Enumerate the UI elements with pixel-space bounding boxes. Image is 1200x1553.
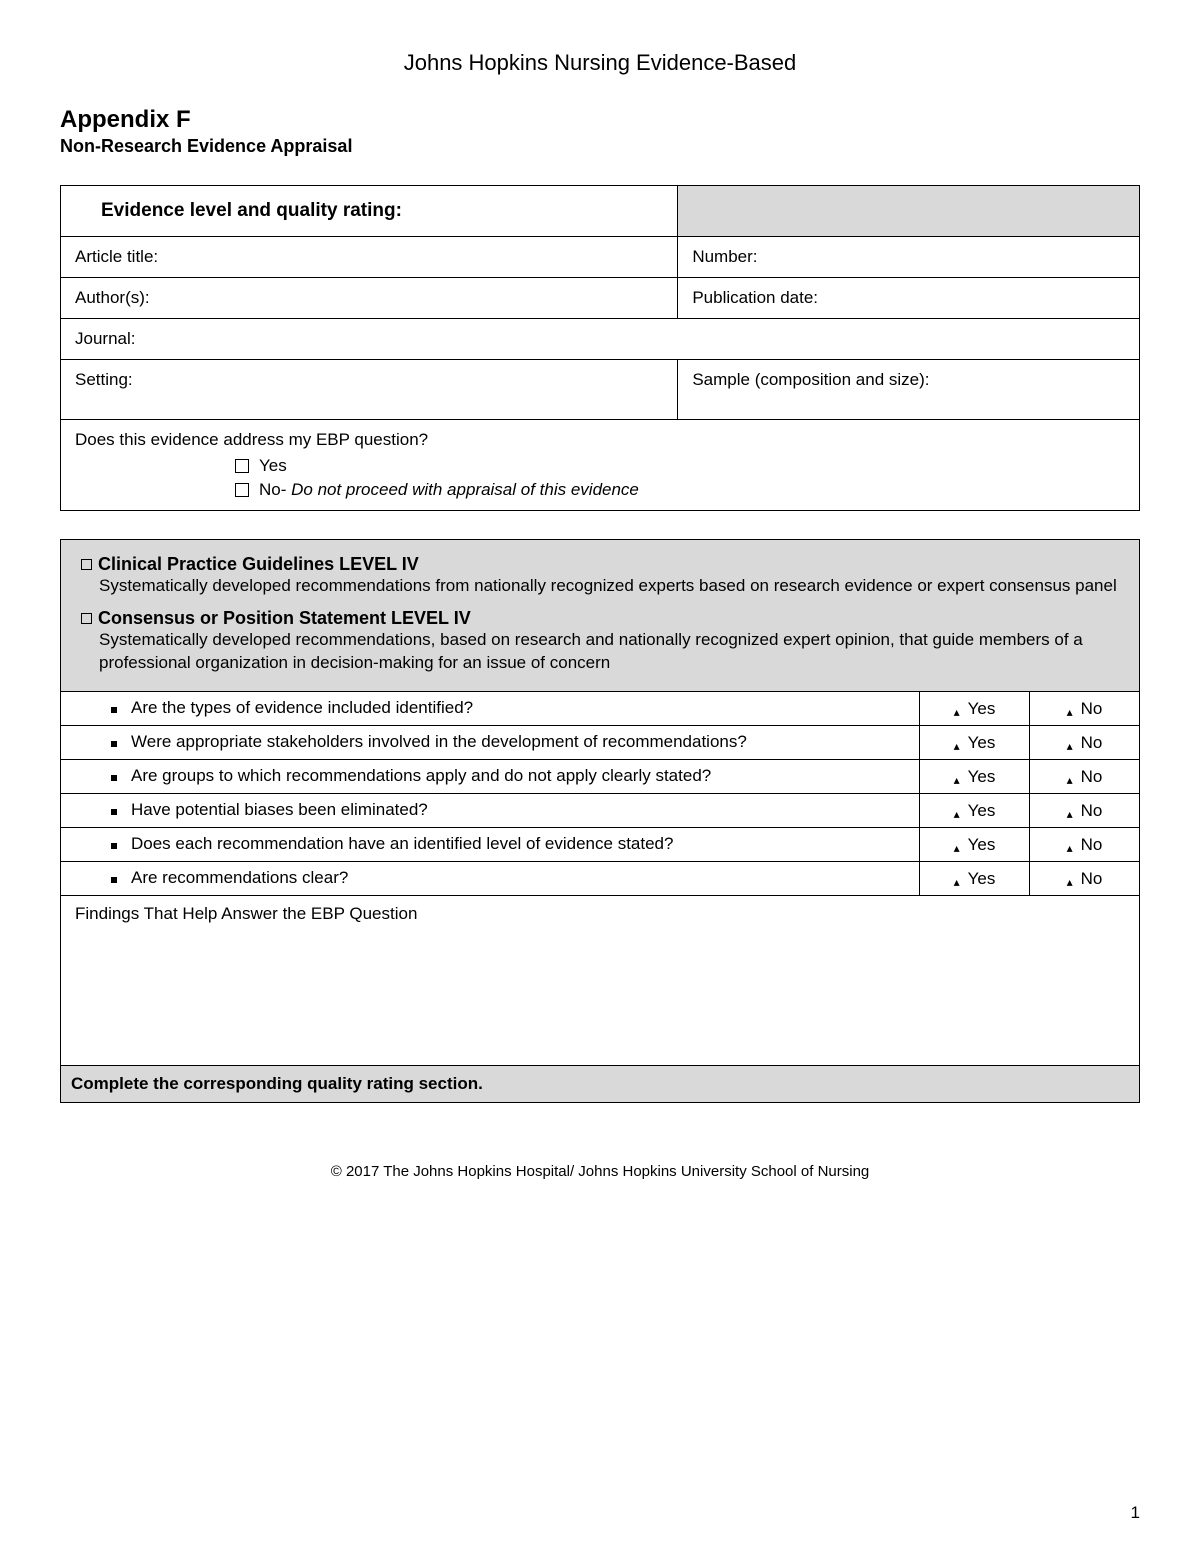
- q4-cell: Have potential biases been eliminated?: [61, 793, 920, 827]
- tick-icon: ▴: [1067, 807, 1073, 821]
- tick-icon: ▴: [1067, 773, 1073, 787]
- authors-label[interactable]: Author(s):: [61, 278, 678, 319]
- evidence-level-value[interactable]: [678, 186, 1140, 237]
- doc-header: Johns Hopkins Nursing Evidence-Based: [60, 50, 1140, 76]
- level4-table: Clinical Practice Guidelines LEVEL IV Sy…: [60, 539, 1140, 1103]
- q4-yes[interactable]: ▴ Yes: [920, 793, 1030, 827]
- q2-no[interactable]: ▴ No: [1030, 725, 1140, 759]
- q1-yes[interactable]: ▴ Yes: [920, 691, 1030, 725]
- q5-no[interactable]: ▴ No: [1030, 827, 1140, 861]
- no-label: No: [1081, 733, 1103, 753]
- no-label: No: [1081, 801, 1103, 821]
- number-label[interactable]: Number:: [678, 237, 1140, 278]
- checkbox-icon[interactable]: [81, 559, 92, 570]
- no-label: No: [1081, 699, 1103, 719]
- q5-yes[interactable]: ▴ Yes: [920, 827, 1030, 861]
- pub-date-label[interactable]: Publication date:: [678, 278, 1140, 319]
- q2-text: Were appropriate stakeholders involved i…: [131, 732, 747, 752]
- setting-label[interactable]: Setting:: [61, 360, 678, 420]
- q3-no[interactable]: ▴ No: [1030, 759, 1140, 793]
- journal-label[interactable]: Journal:: [61, 319, 1140, 360]
- sample-label[interactable]: Sample (composition and size):: [678, 360, 1140, 420]
- tick-icon: ▴: [1067, 739, 1073, 753]
- tick-icon: ▴: [954, 773, 960, 787]
- form-table: Evidence level and quality rating: Artic…: [60, 185, 1140, 511]
- q2-yes[interactable]: ▴ Yes: [920, 725, 1030, 759]
- no-label: No: [1081, 835, 1103, 855]
- level1-title: Clinical Practice Guidelines LEVEL IV: [98, 554, 419, 575]
- checkbox-icon[interactable]: [235, 483, 249, 497]
- q1-no[interactable]: ▴ No: [1030, 691, 1140, 725]
- bullet-icon: [111, 707, 117, 713]
- ebp-yes-label: Yes: [259, 456, 287, 476]
- complete-label: Complete the corresponding quality ratin…: [61, 1065, 1140, 1102]
- article-title-label[interactable]: Article title:: [61, 237, 678, 278]
- tick-icon: ▴: [1067, 875, 1073, 889]
- yes-label: Yes: [968, 869, 996, 889]
- yes-label: Yes: [968, 801, 996, 821]
- q5-text: Does each recommendation have an identif…: [131, 834, 673, 854]
- level-block-1: Clinical Practice Guidelines LEVEL IV Sy…: [81, 554, 1119, 598]
- footer: © 2017 The Johns Hopkins Hospital/ Johns…: [60, 1163, 1140, 1180]
- q4-text: Have potential biases been eliminated?: [131, 800, 428, 820]
- bullet-icon: [111, 741, 117, 747]
- tick-icon: ▴: [954, 705, 960, 719]
- no-italic: Do not proceed with appraisal of this ev…: [291, 480, 639, 499]
- bullet-icon: [111, 775, 117, 781]
- ebp-cell: Does this evidence address my EBP questi…: [61, 420, 1140, 511]
- level-header: Clinical Practice Guidelines LEVEL IV Sy…: [61, 540, 1140, 692]
- level-block-2: Consensus or Position Statement LEVEL IV…: [81, 608, 1119, 675]
- findings-cell[interactable]: Findings That Help Answer the EBP Questi…: [61, 895, 1140, 1065]
- tick-icon: ▴: [954, 739, 960, 753]
- tick-icon: ▴: [954, 807, 960, 821]
- no-prefix: No-: [259, 480, 291, 499]
- q1-text: Are the types of evidence included ident…: [131, 698, 473, 718]
- yes-label: Yes: [968, 733, 996, 753]
- q6-no[interactable]: ▴ No: [1030, 861, 1140, 895]
- no-label: No: [1081, 767, 1103, 787]
- ebp-no-label: No- Do not proceed with appraisal of thi…: [259, 480, 639, 500]
- ebp-no-line: No- Do not proceed with appraisal of thi…: [235, 480, 1125, 500]
- yes-label: Yes: [968, 767, 996, 787]
- checkbox-icon[interactable]: [235, 459, 249, 473]
- no-label: No: [1081, 869, 1103, 889]
- q3-yes[interactable]: ▴ Yes: [920, 759, 1030, 793]
- tick-icon: ▴: [1067, 705, 1073, 719]
- level2-title: Consensus or Position Statement LEVEL IV: [98, 608, 471, 629]
- page: Johns Hopkins Nursing Evidence-Based App…: [0, 0, 1200, 1553]
- appendix-title: Appendix F: [60, 106, 1140, 134]
- q6-yes[interactable]: ▴ Yes: [920, 861, 1030, 895]
- q6-text: Are recommendations clear?: [131, 868, 348, 888]
- findings-label: Findings That Help Answer the EBP Questi…: [75, 904, 417, 923]
- appendix-subtitle: Non-Research Evidence Appraisal: [60, 136, 1140, 157]
- evidence-level-label: Evidence level and quality rating:: [61, 186, 678, 237]
- checkbox-icon[interactable]: [81, 613, 92, 624]
- q6-cell: Are recommendations clear?: [61, 861, 920, 895]
- page-number: 1: [1131, 1503, 1140, 1523]
- q2-cell: Were appropriate stakeholders involved i…: [61, 725, 920, 759]
- tick-icon: ▴: [954, 841, 960, 855]
- q5-cell: Does each recommendation have an identif…: [61, 827, 920, 861]
- level2-desc: Systematically developed recommendations…: [99, 629, 1119, 675]
- yes-label: Yes: [968, 699, 996, 719]
- bullet-icon: [111, 843, 117, 849]
- yes-label: Yes: [968, 835, 996, 855]
- q3-cell: Are groups to which recommendations appl…: [61, 759, 920, 793]
- q4-no[interactable]: ▴ No: [1030, 793, 1140, 827]
- ebp-question: Does this evidence address my EBP questi…: [75, 430, 1125, 450]
- ebp-yes-line: Yes: [235, 456, 1125, 476]
- q3-text: Are groups to which recommendations appl…: [131, 766, 711, 786]
- q1-cell: Are the types of evidence included ident…: [61, 691, 920, 725]
- tick-icon: ▴: [1067, 841, 1073, 855]
- bullet-icon: [111, 877, 117, 883]
- tick-icon: ▴: [954, 875, 960, 889]
- level1-desc: Systematically developed recommendations…: [99, 575, 1119, 598]
- bullet-icon: [111, 809, 117, 815]
